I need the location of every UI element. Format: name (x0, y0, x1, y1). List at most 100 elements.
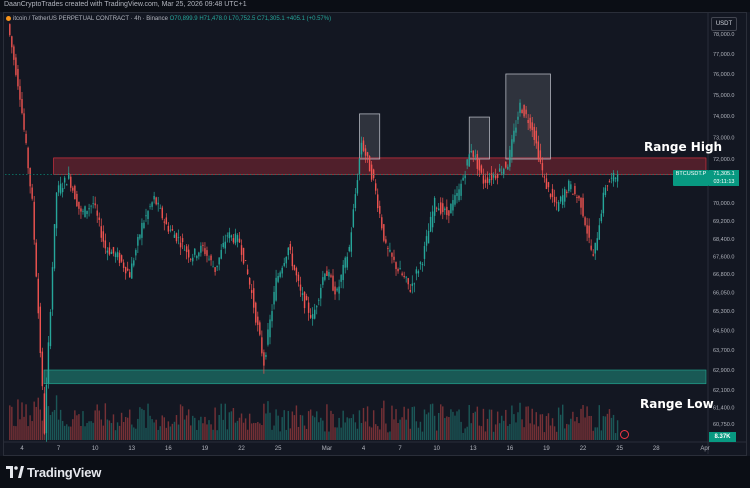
candle-body (354, 194, 357, 208)
candle-body (277, 275, 279, 282)
volume-bar (383, 400, 385, 440)
currency-button[interactable]: USDT (711, 17, 737, 31)
volume-bar (366, 406, 369, 440)
volume-bar (226, 429, 229, 440)
candle-body (51, 267, 54, 310)
candle-body (92, 203, 94, 204)
volume-bar (403, 406, 405, 440)
volume-bar (527, 406, 529, 440)
candle-body (486, 177, 489, 184)
volume-bar (179, 404, 182, 440)
volume-bar (531, 408, 533, 440)
candle-body (23, 113, 25, 130)
volume-bar (462, 432, 464, 440)
volume-bar (370, 427, 373, 440)
volume-bar (537, 426, 540, 440)
volume-bar (350, 418, 353, 440)
candle-body (600, 213, 603, 222)
candle-body (397, 269, 399, 272)
volume-bar (379, 429, 381, 440)
candle-body (350, 232, 353, 252)
candle-body (385, 239, 387, 243)
volume-bar (129, 409, 131, 440)
candle-body (324, 273, 326, 280)
candle-body (143, 222, 145, 229)
volume-bar (505, 409, 507, 440)
candle-body (606, 185, 609, 187)
candle-body (318, 299, 320, 301)
volume-bar (389, 431, 391, 440)
volume-bar (267, 401, 269, 440)
candle-body (72, 187, 74, 191)
volume-bar (19, 419, 21, 440)
y-tick-label: 78,000.0 (713, 32, 734, 38)
candle-body (86, 210, 88, 215)
volume-bar (61, 420, 64, 440)
candle-body (257, 316, 259, 325)
volume-bar (214, 407, 216, 440)
volume-bar (118, 425, 121, 440)
symbol-price-label: BTCUSDT.P (673, 170, 709, 186)
y-tick-label: 67,600.0 (713, 255, 734, 261)
candle-body (273, 291, 275, 305)
volume-bar (80, 426, 82, 440)
candle-body (490, 173, 493, 180)
volume-bar (541, 414, 544, 440)
volume-bar (120, 412, 123, 440)
volume-bar (470, 423, 472, 440)
volume-bar (301, 415, 304, 440)
candle-body (283, 263, 285, 266)
volume-bar (275, 409, 277, 440)
candle-body (488, 178, 491, 183)
volume-bar (255, 423, 257, 440)
candle-body (59, 183, 62, 194)
candle-body (541, 163, 544, 171)
candle-body (328, 272, 330, 277)
candle-body (267, 329, 269, 345)
volume-bar (521, 419, 523, 440)
chart-panel[interactable] (3, 12, 747, 456)
volume-bar (161, 415, 163, 440)
event-marker-icon[interactable] (620, 430, 629, 439)
candle-body (478, 159, 481, 171)
volume-bar (202, 423, 204, 440)
candle-body (527, 119, 529, 124)
volume-bar (545, 416, 548, 440)
candle-body (332, 275, 334, 291)
candle-body (90, 205, 92, 207)
highlight-box (359, 113, 381, 160)
candle-body (281, 267, 283, 274)
candle-body (433, 197, 436, 216)
candle-body (454, 195, 456, 205)
candle-body (362, 140, 365, 151)
candle-body (338, 286, 340, 294)
volume-bar (551, 418, 554, 440)
volume-bar (409, 428, 411, 440)
candle-body (566, 191, 568, 194)
candle-body (387, 248, 389, 249)
candle-body (122, 262, 125, 268)
candle-body (511, 139, 513, 157)
candle-body (559, 196, 562, 202)
volume-bar (513, 414, 515, 440)
candle-body (246, 269, 249, 275)
candle-body (179, 242, 182, 248)
candle-body (214, 267, 216, 272)
volume-bar (29, 415, 31, 440)
candle-body (557, 202, 560, 211)
volume-bar (303, 425, 306, 440)
volume-bar (116, 422, 119, 440)
candle-body (228, 232, 231, 239)
candle-body (63, 177, 66, 183)
volume-bar (208, 420, 210, 440)
candle-body (440, 202, 442, 214)
volume-bar (212, 429, 214, 440)
candle-body (145, 215, 147, 217)
volume-bar (190, 425, 192, 440)
volume-bar (35, 406, 37, 440)
volume-bar (175, 415, 178, 440)
volume-bar (253, 422, 255, 440)
volume-bar (149, 415, 151, 440)
candle-body (464, 175, 466, 179)
